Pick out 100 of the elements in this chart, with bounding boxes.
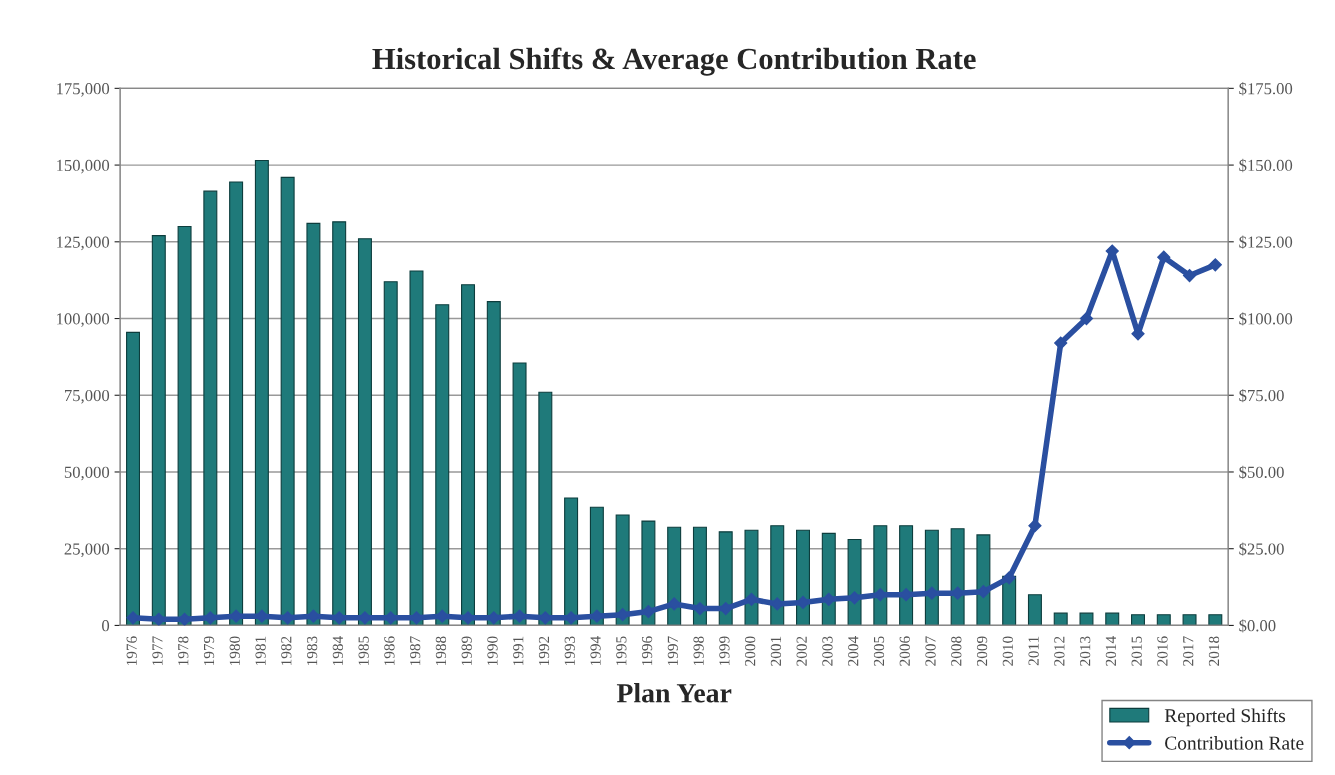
bar (589, 506, 604, 626)
x-tick-label: 1990 (487, 636, 498, 666)
bar (1053, 612, 1068, 626)
point (667, 597, 681, 611)
x-tick-label: 1986 (384, 636, 395, 666)
x-tick-label: 1978 (178, 636, 189, 666)
x-tick-label: 1984 (332, 636, 344, 666)
x-tick-label: 2000 (744, 636, 756, 666)
x-tick-label: 1988 (435, 636, 447, 666)
x-tick-label: 2009 (976, 636, 988, 666)
bar (615, 514, 630, 626)
x-tick-label: 2005 (873, 636, 885, 666)
y2-tick-label: $175.00 (1239, 82, 1293, 96)
chart-title: Historical Shifts & Average Contribution Rate (372, 47, 976, 76)
point (744, 592, 759, 606)
x-tick-label: 1979 (203, 636, 215, 666)
point (1079, 311, 1094, 326)
y-tick-label: 50,000 (64, 466, 110, 481)
bar (203, 190, 218, 626)
bar (1208, 614, 1223, 626)
bar (924, 529, 939, 626)
x-tick-label: 1994 (590, 636, 601, 666)
bar (796, 529, 811, 626)
bar (538, 391, 553, 626)
y-tick-label: 175,000 (57, 83, 110, 97)
x-tick-label: 2016 (1157, 636, 1168, 666)
y-tick-label: 100,000 (57, 313, 110, 327)
x-tick-label: 1995 (616, 636, 627, 666)
bar (1027, 594, 1042, 626)
x-tick-label: 1976 (126, 636, 137, 666)
bar (486, 301, 501, 626)
x-tick-label: 2012 (1054, 636, 1065, 666)
bar (692, 526, 707, 626)
x-tick-label: 1985 (358, 636, 369, 666)
point (770, 597, 784, 611)
point (1208, 258, 1222, 272)
y-tick-label: 0 (102, 620, 110, 632)
point (1002, 571, 1016, 585)
x-tick-label: 1991 (513, 636, 524, 666)
bar (641, 520, 656, 626)
bar (976, 534, 991, 626)
y2-tick-label: $25.00 (1239, 542, 1284, 556)
x-tick-label: 2007 (925, 636, 936, 666)
x-tick-label: 1981 (255, 636, 266, 666)
point (1054, 336, 1068, 350)
bar (1131, 614, 1146, 626)
bar (177, 225, 192, 626)
x-tick-label: 2006 (899, 636, 910, 666)
bar (512, 362, 527, 626)
bar (1105, 612, 1120, 626)
point (719, 601, 733, 616)
x-tick-label: 2003 (822, 636, 833, 666)
x-axis-title: Plan Year (616, 683, 732, 703)
bar (254, 159, 269, 626)
bar (718, 531, 733, 626)
x-tick-label: 1997 (667, 636, 678, 666)
y-tick-label: 25,000 (64, 543, 110, 558)
x-tick-label: 2013 (1079, 636, 1091, 666)
point (641, 605, 655, 619)
x-tick-label: 2017 (1183, 636, 1194, 666)
x-tick-label: 2011 (1028, 636, 1039, 666)
x-tick-label: 1998 (693, 636, 704, 666)
point (1182, 268, 1197, 283)
bar (873, 525, 888, 626)
legend-label: Reported Shifts (1164, 708, 1286, 727)
y-tick-label: 150,000 (57, 159, 110, 174)
x-tick-label: 2015 (1131, 636, 1142, 666)
x-tick-label: 1982 (281, 636, 292, 666)
bar (126, 331, 141, 626)
bar (564, 497, 579, 626)
x-tick-label: 2004 (848, 636, 859, 666)
y-tick-label: 75,000 (65, 389, 110, 404)
bar (229, 181, 244, 626)
x-tick-label: 1993 (564, 636, 575, 666)
bar (280, 176, 295, 626)
x-tick-label: 1996 (641, 636, 653, 666)
x-tick-label: 2018 (1208, 636, 1220, 666)
x-tick-label: 1999 (719, 636, 730, 666)
legend-label: Contribution Rate (1165, 735, 1304, 750)
y2-tick-label: $75.00 (1239, 388, 1284, 403)
bar (409, 270, 424, 626)
bar (1156, 614, 1171, 626)
point (873, 588, 887, 602)
point (126, 611, 140, 625)
bar (332, 221, 347, 626)
bar (950, 528, 965, 626)
bar (1182, 614, 1197, 626)
x-tick-label: 2014 (1105, 636, 1117, 666)
bar (821, 532, 836, 626)
point (1028, 519, 1042, 533)
x-tick-label: 2010 (1002, 636, 1013, 666)
x-tick-label: 2002 (796, 636, 807, 666)
bar (357, 238, 372, 626)
x-tick-label: 1980 (229, 636, 240, 666)
bar (306, 222, 321, 626)
y2-tick-label: $150.00 (1239, 158, 1293, 173)
point (1157, 250, 1171, 264)
x-tick-label: 2001 (770, 636, 782, 666)
y2-tick-label: $0.00 (1239, 619, 1276, 633)
bar (744, 529, 759, 626)
